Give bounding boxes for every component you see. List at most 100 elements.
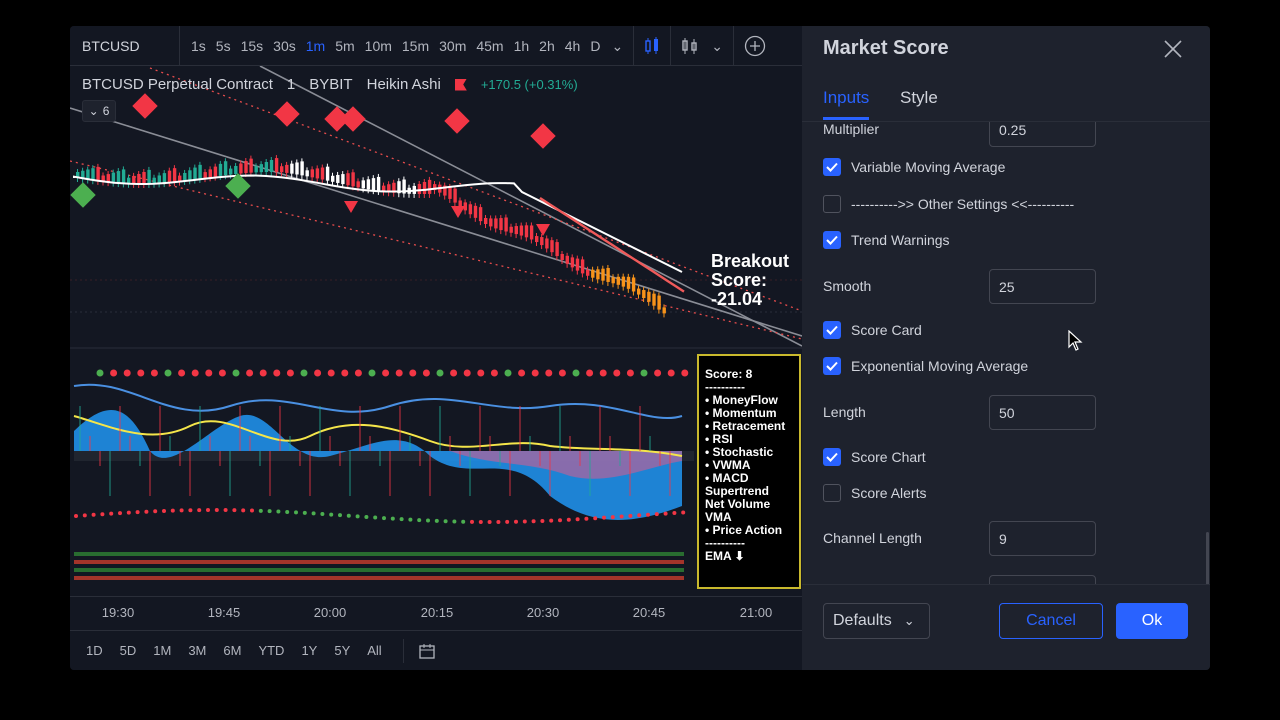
cancel-button[interactable]: Cancel — [999, 603, 1103, 639]
ema-row[interactable]: Exponential Moving Average — [823, 357, 1028, 375]
osc-dot — [399, 517, 404, 522]
score-separator: ---------- — [705, 536, 745, 550]
date-range-bar: 1D 5D 1M 3M 6M YTD 1Y 5Y All — [70, 630, 802, 670]
candle — [535, 236, 539, 243]
range-All[interactable]: All — [367, 643, 382, 658]
length-label: Length — [823, 404, 866, 420]
score-dot — [531, 369, 539, 377]
indicators-icon[interactable] — [675, 37, 705, 55]
interval-45m[interactable]: 45m — [476, 37, 504, 54]
osc-dot — [540, 518, 545, 523]
range-YTD[interactable]: YTD — [258, 643, 285, 658]
interval-15m[interactable]: 15m — [401, 37, 430, 54]
chevron-down-icon[interactable]: ⌄ — [611, 37, 624, 54]
interval-2h[interactable]: 2h — [539, 37, 555, 54]
osc-dot — [522, 519, 527, 524]
ema-checkbox[interactable] — [823, 357, 841, 375]
interval-5m[interactable]: 5m — [335, 37, 355, 54]
candle — [422, 181, 427, 194]
range-3M[interactable]: 3M — [188, 643, 207, 658]
add-compare-icon[interactable] — [738, 35, 772, 57]
score-alerts-row[interactable]: Score Alerts — [823, 484, 926, 502]
candle — [631, 277, 636, 292]
osc-dot — [276, 509, 281, 514]
collapse-legend-button[interactable]: ⌄ 6 — [82, 100, 116, 122]
score-chart-checkbox[interactable] — [823, 448, 841, 466]
interval-10m[interactable]: 10m — [364, 37, 392, 54]
osc-area-red — [450, 451, 682, 479]
ok-button[interactable]: Ok — [1116, 603, 1188, 639]
interval-D[interactable]: D — [590, 37, 601, 54]
osc-dot — [417, 518, 422, 523]
score-dot — [463, 369, 471, 377]
interval-1s[interactable]: 1s — [191, 37, 206, 54]
multiplier-field[interactable] — [989, 122, 1096, 147]
other-settings-checkbox[interactable] — [823, 195, 841, 213]
defaults-label: Defaults — [833, 612, 892, 629]
range-1D[interactable]: 1D — [86, 643, 103, 658]
candle — [376, 176, 381, 191]
interval-15s[interactable]: 15s — [240, 37, 264, 54]
time-label: 20:30 — [526, 605, 560, 620]
interval-4h[interactable]: 4h — [564, 37, 581, 54]
trend-warnings-checkbox[interactable] — [823, 231, 841, 249]
defaults-button[interactable]: Defaults ⌄ — [823, 603, 930, 639]
candle — [427, 179, 432, 194]
length-field[interactable] — [989, 395, 1096, 430]
dialog-footer: Defaults ⌄ Cancel Ok — [802, 584, 1210, 670]
candles-icon[interactable] — [638, 36, 666, 55]
time-axis[interactable]: 19:30 19:45 20:00 20:15 20:30 20:45 21:00 — [70, 596, 802, 626]
range-1M[interactable]: 1M — [153, 643, 172, 658]
score-chart-row[interactable]: Score Chart — [823, 448, 926, 466]
score-footer: EMA ⬇ — [705, 549, 745, 563]
candle — [137, 173, 141, 184]
chevron-down-icon[interactable]: ⌄ — [711, 37, 723, 54]
candle — [264, 162, 269, 173]
osc-dot — [346, 513, 351, 518]
time-label: 21:00 — [739, 605, 773, 620]
range-5Y[interactable]: 5Y — [334, 643, 351, 658]
candle — [637, 288, 641, 295]
interval-30m[interactable]: 30m — [439, 37, 467, 54]
interval-1h[interactable]: 1h — [513, 37, 530, 54]
score-card-row[interactable]: Score Card — [823, 321, 922, 339]
calendar-icon[interactable] — [408, 642, 446, 660]
range-6M[interactable]: 6M — [223, 643, 242, 658]
interval-1m[interactable]: 1m — [305, 37, 326, 54]
smooth-field[interactable] — [989, 269, 1096, 304]
score-alerts-checkbox[interactable] — [823, 484, 841, 502]
other-settings-row[interactable]: ---------->> Other Settings <<---------- — [823, 195, 1074, 213]
osc-dot — [232, 508, 237, 513]
trend-warnings-row[interactable]: Trend Warnings — [823, 231, 950, 249]
osc-dot — [74, 514, 78, 518]
candle — [489, 218, 493, 227]
candle — [366, 179, 371, 190]
range-1Y[interactable]: 1Y — [301, 643, 318, 658]
channel-length-field[interactable] — [989, 521, 1096, 556]
next-field[interactable] — [989, 575, 1096, 584]
flag-icon[interactable] — [454, 78, 467, 91]
vma-row[interactable]: Variable Moving Average — [823, 158, 1005, 176]
scrollbar[interactable] — [1206, 532, 1209, 584]
tab-style[interactable]: Style — [900, 88, 938, 107]
inputs-panel[interactable]: Multiplier Variable Moving Average -----… — [802, 122, 1210, 584]
candle — [106, 174, 110, 183]
chart-canvas[interactable] — [70, 66, 802, 596]
tab-inputs[interactable]: Inputs — [823, 88, 870, 120]
score-card-checkbox[interactable] — [823, 321, 841, 339]
osc-dot — [558, 518, 562, 523]
chart-pane[interactable]: BTCUSD 1s 5s 15s 30s 1m 5m 10m 15m 30m 45m 1h 2h 4h D… — [70, 26, 802, 670]
legend-title[interactable]: BTCUSD Perpetual Contract — [82, 76, 273, 93]
osc-dot — [153, 509, 158, 514]
range-list: 1D 5D 1M 3M 6M YTD 1Y 5Y All — [86, 643, 399, 658]
osc-dot — [390, 516, 395, 521]
interval-30s[interactable]: 30s — [273, 37, 296, 54]
signal-triangle — [451, 206, 465, 218]
range-5D[interactable]: 5D — [119, 643, 137, 658]
interval-5s[interactable]: 5s — [215, 37, 231, 54]
symbol-search[interactable]: BTCUSD — [70, 26, 180, 66]
candle — [167, 170, 172, 183]
close-icon[interactable] — [1162, 38, 1184, 60]
vma-checkbox[interactable] — [823, 158, 841, 176]
candle — [229, 168, 233, 175]
